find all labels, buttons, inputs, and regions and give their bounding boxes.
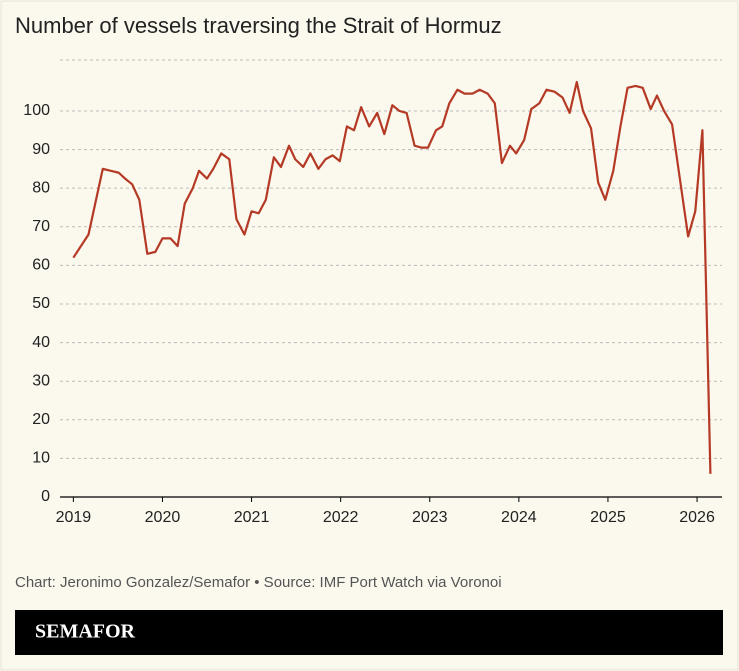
x-tick-label: 2025 [590,509,626,526]
y-tick-label: 0 [41,488,50,505]
y-tick-label: 100 [23,102,50,119]
x-tick-label: 2026 [679,509,715,526]
x-tick-label: 2020 [145,509,181,526]
y-tick-label: 30 [32,372,50,389]
y-tick-label: 70 [32,218,50,235]
y-tick-label: 20 [32,411,50,428]
y-tick-label: 10 [32,450,50,467]
y-tick-label: 80 [32,179,50,196]
x-tick-label: 2023 [412,509,448,526]
y-tick-label: 40 [32,334,50,351]
y-tick-label: 90 [32,141,50,158]
x-tick-label: 2019 [56,509,92,526]
y-tick-label: 60 [32,257,50,274]
chart-title: Number of vessels traversing the Strait … [15,13,502,38]
brand-bar [15,610,723,655]
x-tick-label: 2024 [501,509,537,526]
x-tick-label: 2021 [234,509,270,526]
source: Chart: Jeronimo Gonzalez/Semafor • Sourc… [15,574,502,591]
x-tick-label: 2022 [323,509,359,526]
line [72,80,712,474]
y-tick-label: 50 [32,295,50,312]
brand-logo: SEMAFOR [35,621,136,643]
